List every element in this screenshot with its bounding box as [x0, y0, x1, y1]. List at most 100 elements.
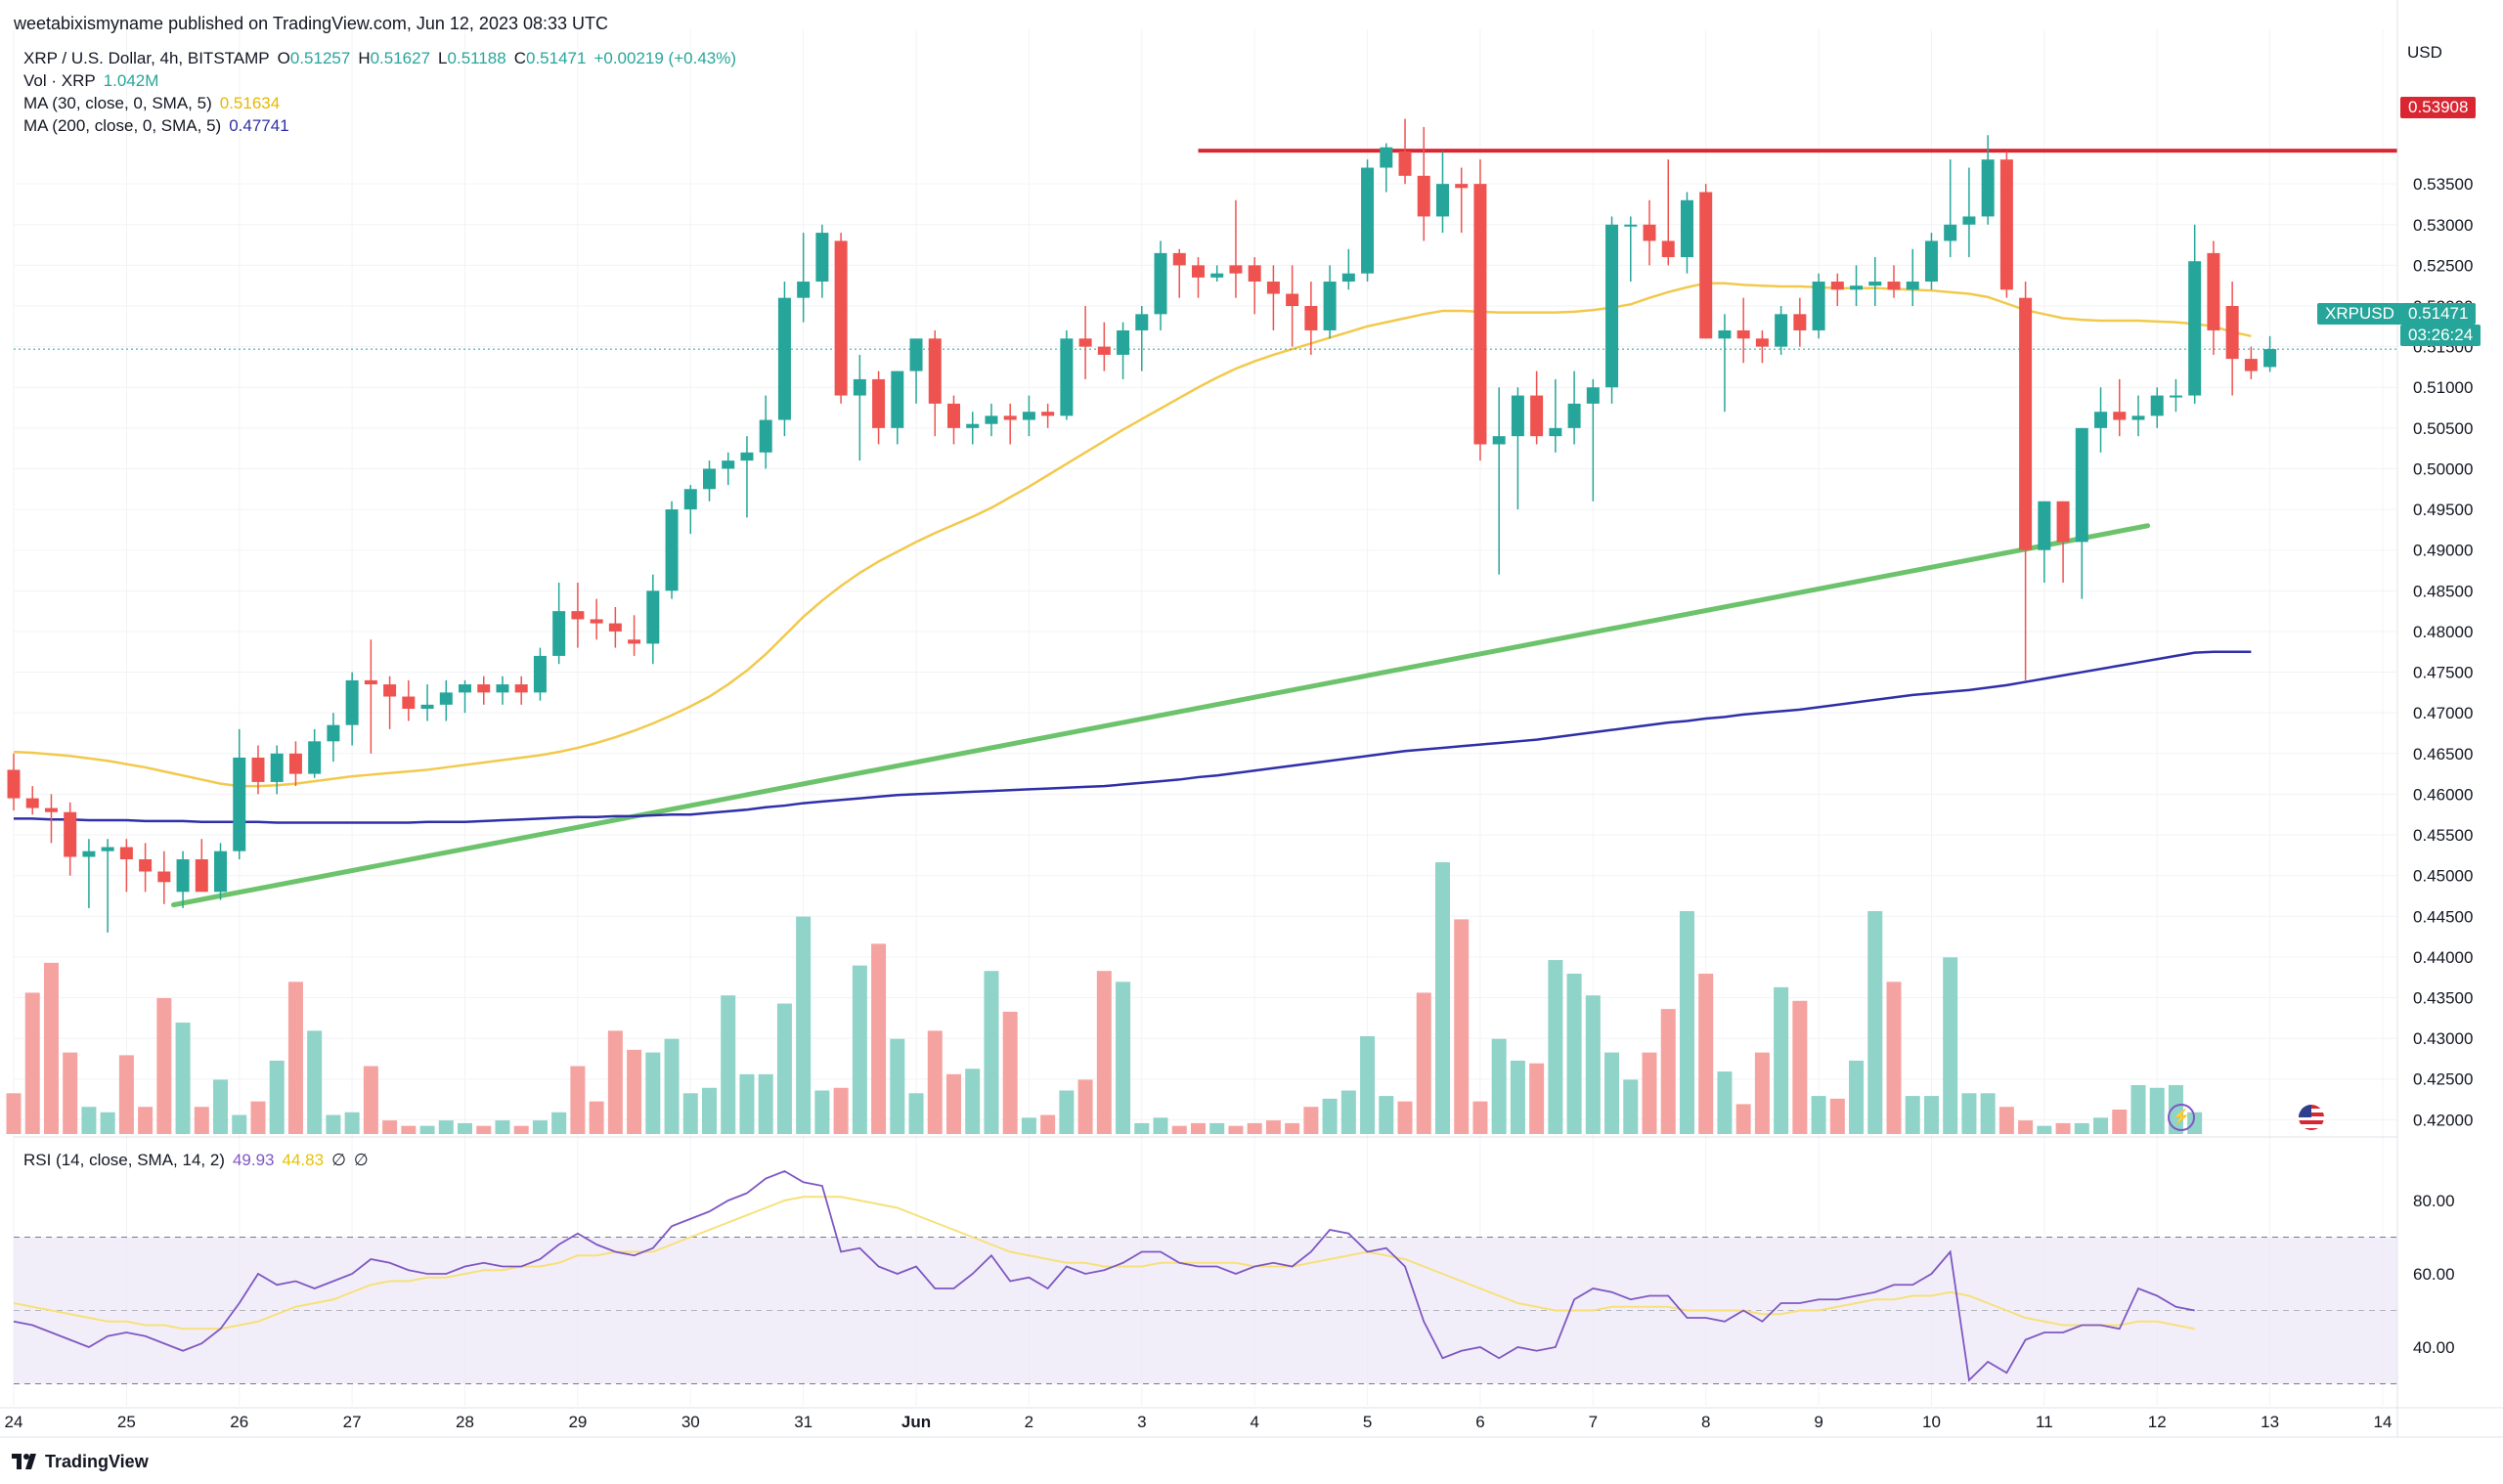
volume-bar — [1209, 1122, 1225, 1134]
volume-bar — [1792, 1000, 1808, 1134]
close-value: 0.51471 — [526, 49, 587, 67]
candle-body — [853, 378, 866, 396]
volume-bar — [1698, 973, 1714, 1134]
volume-bar — [1679, 911, 1694, 1134]
candle-body — [2169, 395, 2182, 398]
candle-body — [947, 403, 960, 428]
y-tick-label: 0.52500 — [2413, 256, 2473, 275]
volume-bar — [570, 1066, 586, 1134]
x-tick-label: 14 — [2374, 1413, 2393, 1431]
volume-bar — [721, 995, 736, 1134]
candle-body — [777, 297, 791, 420]
candle-body — [2131, 415, 2145, 420]
volume-bar — [476, 1125, 492, 1134]
volume-bar — [589, 1101, 604, 1134]
candle-body — [1022, 412, 1035, 420]
symbol-name[interactable]: XRP / U.S. Dollar, 4h, BITSTAMP — [23, 49, 270, 67]
y-tick-label: 0.42500 — [2413, 1070, 2473, 1089]
x-tick-label: 10 — [1922, 1413, 1941, 1431]
rsi-pane-background — [14, 1237, 2397, 1384]
candle-body — [44, 807, 58, 812]
y-tick-label: 0.50000 — [2413, 459, 2473, 478]
candle-body — [815, 233, 829, 283]
candle-body — [1586, 387, 1600, 404]
volume-bar — [1096, 971, 1112, 1134]
volume-legend[interactable]: Vol · XRP 1.042M — [23, 71, 166, 91]
x-tick-label: 11 — [2036, 1413, 2053, 1431]
rsi-lines — [13, 1170, 2195, 1382]
x-tick-label: 8 — [1701, 1413, 1710, 1431]
candle-body — [25, 798, 39, 808]
rsi-legend[interactable]: RSI (14, close, SMA, 14, 2) 49.93 44.83 ∅ ∅ — [23, 1151, 376, 1170]
volume-bar — [118, 1055, 134, 1134]
volume-bar — [1228, 1125, 1244, 1134]
candle-body — [1304, 306, 1318, 330]
ma30-legend[interactable]: MA (30, close, 0, SMA, 5) 0.51634 — [23, 94, 287, 113]
candle-body — [872, 378, 886, 428]
volume-bar — [664, 1038, 680, 1134]
candle-body — [1567, 403, 1581, 428]
volume-bar — [1434, 862, 1450, 1134]
volume-bar — [1585, 995, 1601, 1134]
candle-body — [1981, 159, 1995, 217]
volume-bar — [1980, 1093, 1996, 1134]
y-tick-label: 0.47000 — [2413, 704, 2473, 722]
volume-bar — [984, 971, 999, 1134]
candle-body — [1868, 282, 1882, 286]
change-value: +0.00219 (+0.43%) — [593, 49, 737, 67]
y-tick-label: 0.46000 — [2413, 785, 2473, 804]
ma200-value: 0.47741 — [229, 116, 289, 135]
volume-bar — [1717, 1071, 1733, 1134]
volume-bar — [287, 982, 303, 1134]
volume-bar — [458, 1122, 473, 1134]
us-flag-icon[interactable] — [2299, 1105, 2324, 1130]
candle-body — [270, 753, 284, 782]
lightning-icon[interactable]: ⚡ — [2168, 1104, 2195, 1131]
tradingview-brand[interactable]: TradingView — [12, 1452, 149, 1472]
volume-bar — [852, 965, 867, 1134]
candle-body — [2113, 412, 2127, 420]
candle-body — [665, 509, 679, 591]
volume-bar — [1340, 1090, 1356, 1134]
candle-body — [1718, 329, 1732, 339]
volume-bar — [1077, 1079, 1093, 1134]
candle-body — [1793, 314, 1807, 330]
tradingview-logo-icon — [12, 1454, 36, 1469]
y-tick-label: 0.49500 — [2413, 501, 2473, 519]
volume-bar — [965, 1069, 981, 1134]
candle-body — [1172, 252, 1186, 266]
candle-body — [1117, 329, 1130, 355]
volume-bar — [1247, 1122, 1262, 1134]
volume-bar — [1454, 919, 1470, 1134]
y-tick-label: 0.42000 — [2413, 1111, 2473, 1129]
volume-bar — [81, 1107, 97, 1134]
volume-bar — [682, 1093, 698, 1134]
candle-body — [1097, 346, 1111, 355]
candle-body — [1624, 224, 1638, 227]
y-tick-label: 0.49000 — [2413, 542, 2473, 560]
volume-bar — [551, 1112, 567, 1134]
candle-body — [364, 679, 377, 685]
candle-body — [1003, 415, 1017, 420]
volume-bar — [495, 1120, 510, 1134]
candle-body — [1492, 436, 1506, 445]
candle-body — [2019, 297, 2033, 550]
x-tick-label: 29 — [568, 1413, 587, 1431]
volume-bar — [1642, 1052, 1657, 1134]
volume-bar — [1491, 1038, 1507, 1134]
support-trendline — [170, 523, 2151, 908]
volume-value: 1.042M — [103, 71, 159, 90]
y-tick-label: 0.51000 — [2413, 378, 2473, 397]
candle-body — [1341, 273, 1355, 283]
candle-body — [327, 724, 340, 742]
rsi-value: 49.93 — [232, 1151, 275, 1169]
candle-body — [1962, 216, 1976, 225]
candle-body — [439, 692, 453, 705]
volume-bar — [776, 1003, 792, 1134]
volume-bar — [138, 1107, 154, 1134]
candle-body — [722, 460, 735, 469]
axes: 0.535000.530000.525000.520000.515000.510… — [0, 0, 2503, 1438]
ma200-legend[interactable]: MA (200, close, 0, SMA, 5) 0.47741 — [23, 116, 297, 136]
candle-body — [1154, 252, 1167, 315]
